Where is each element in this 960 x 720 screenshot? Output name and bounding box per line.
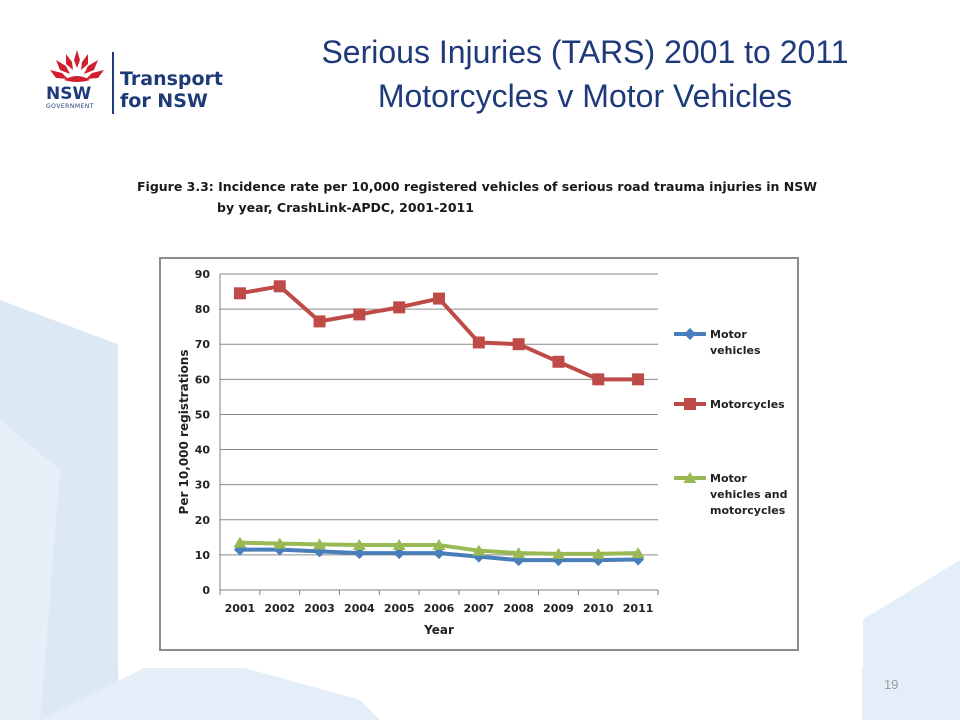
logo-brand-text: Transport for NSW [120,68,223,112]
data-point-motorcycles [552,355,565,368]
y-tick-label: 30 [195,479,211,492]
data-point-motorcycles [632,373,645,386]
logo-nsw-text: NSW [46,84,92,104]
x-tick-label: 2002 [264,602,295,615]
data-point-motorcycles [512,338,525,351]
y-tick-label: 90 [195,268,211,281]
data-point-motor-vehicles [472,550,485,563]
legend-label: vehicles [710,344,761,357]
bg-shape-left-inner [0,420,60,720]
data-point-motorcycles [592,373,605,386]
legend-label: Motorcycles [710,398,785,411]
chart-frame [159,257,799,651]
bg-shape-bottom [40,650,380,720]
x-tick-label: 2007 [464,602,495,615]
x-tick-label: 2011 [623,602,654,615]
data-point-motor-vehicles-and-motorcycles [591,547,605,559]
data-point-motor-vehicles-and-motorcycles [512,547,526,559]
x-tick-label: 2008 [503,602,534,615]
x-tick-label: 2003 [304,602,335,615]
legend-label: motorcycles [710,504,786,517]
legend-marker-motor-vehicles-and-motorcycles [683,472,697,483]
transport-for-nsw-logo: NSW GOVERNMENT Transport for NSW [44,46,234,116]
y-tick-label: 10 [195,549,211,562]
data-point-motorcycles [353,308,366,321]
data-point-motor-vehicles-and-motorcycles [432,539,446,551]
figure-caption-line2: by year, CrashLink-APDC, 2001-2011 [217,200,474,215]
y-axis-title: Per 10,000 registrations [177,350,191,515]
page-number: 19 [884,677,899,692]
legend-marker-motorcycles [684,398,696,410]
legend-marker-motor-vehicles [684,328,696,340]
slide-title: Serious Injuries (TARS) 2001 to 2011 Mot… [235,30,935,118]
data-point-motor-vehicles-and-motorcycles [392,539,406,551]
x-tick-label: 2006 [424,602,455,615]
line-chart: 0 10 20 30 40 50 60 70 80 90 2001 2002 2003 2004 2005 2… [159,257,799,651]
y-tick-label: 40 [195,444,211,457]
figure-caption: Figure 3.3: Incidence rate per 10,000 re… [137,176,857,218]
slide-title-line1: Serious Injuries (TARS) 2001 to 2011 [321,34,849,70]
x-axis-title: Year [423,623,454,637]
y-tick-label: 20 [195,514,211,527]
data-point-motor-vehicles [353,547,366,560]
waratah-icon [50,50,104,82]
chart-panel: 0 10 20 30 40 50 60 70 80 90 2001 2002 2003 2004 2005 2… [118,228,863,668]
x-tick-label: 2004 [344,602,375,615]
x-tick-label: 2010 [583,602,614,615]
data-point-motor-vehicles [273,543,286,556]
data-point-motor-vehicles [393,547,406,560]
data-point-motorcycles [393,301,406,314]
data-point-motor-vehicles-and-motorcycles [233,536,247,548]
data-point-motor-vehicles-and-motorcycles [472,544,486,556]
legend-label: Motor [710,328,747,341]
data-point-motor-vehicles [433,547,445,560]
data-point-motorcycles [433,292,445,305]
logo-brand-line2: for NSW [120,90,208,112]
data-point-motor-vehicles-and-motorcycles [631,547,645,559]
legend-label: vehicles and [710,488,788,501]
y-tick-label: 0 [202,584,210,597]
x-tick-label: 2009 [543,602,574,615]
x-tick-label: 2005 [384,602,415,615]
legend-label: Motor [710,472,747,485]
y-tick-label: 50 [195,408,211,421]
x-tick-label: 2001 [225,602,256,615]
data-point-motor-vehicles-and-motorcycles [313,538,327,550]
data-point-motor-vehicles [233,543,246,556]
logo-government-text: GOVERNMENT [46,103,94,110]
y-tick-label: 80 [195,303,211,316]
y-tick-label: 70 [195,338,211,351]
data-point-motorcycles [313,315,326,328]
data-point-motor-vehicles-and-motorcycles [551,547,565,559]
logo-divider [112,52,114,114]
data-point-motorcycles [472,336,485,349]
data-point-motor-vehicles-and-motorcycles [273,537,287,549]
data-point-motor-vehicles [512,554,525,567]
data-point-motor-vehicles-and-motorcycles [352,539,366,551]
data-point-motorcycles [273,280,286,293]
logo-brand-line1: Transport [120,68,224,90]
slide-title-line2: Motorcycles v Motor Vehicles [377,78,793,114]
bg-shape-right [862,560,960,720]
data-point-motorcycles [233,287,246,300]
figure-caption-line1: Figure 3.3: Incidence rate per 10,000 re… [137,179,818,194]
y-tick-label: 60 [195,373,211,386]
